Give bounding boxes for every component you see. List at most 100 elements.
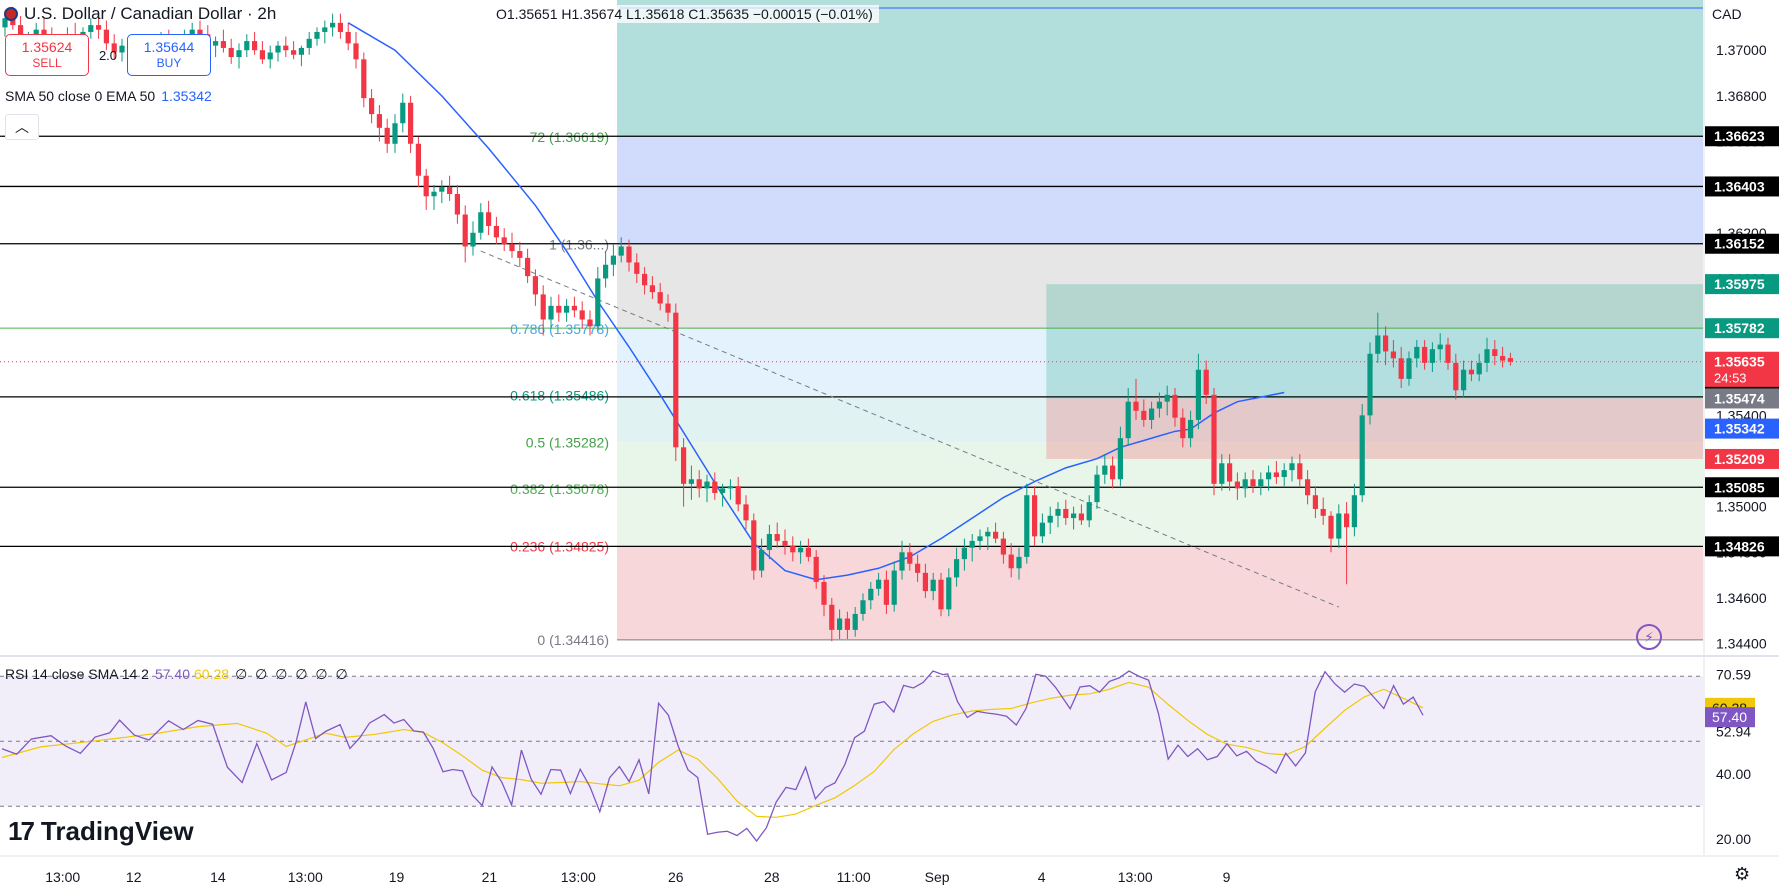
candle-body xyxy=(1476,362,1482,375)
candle-body xyxy=(1102,465,1108,475)
candle-body xyxy=(727,486,733,489)
candle-body xyxy=(1227,463,1233,482)
rsi-tick-label: 52.94 xyxy=(1716,724,1751,740)
candle-body xyxy=(1055,508,1061,516)
price-label-bg xyxy=(1705,477,1779,498)
buy-label: BUY xyxy=(156,56,182,70)
candle-body xyxy=(1078,513,1084,521)
candle-body xyxy=(1125,401,1131,439)
candle-body xyxy=(1461,369,1467,391)
candle-body xyxy=(891,570,897,605)
candle-body xyxy=(759,550,765,571)
time-tick-label: Sep xyxy=(925,869,950,885)
candle-body xyxy=(1484,349,1490,363)
candle-body xyxy=(1398,358,1404,379)
candle-body xyxy=(431,191,437,197)
time-tick-label: 28 xyxy=(764,869,780,885)
candle-body xyxy=(291,50,297,55)
sell-button[interactable]: 1.35624 SELL xyxy=(5,34,89,76)
candle-body xyxy=(977,536,983,541)
rsi-tick-label: 40.00 xyxy=(1716,766,1751,782)
fib-label: 0.382 (1.35078) xyxy=(510,481,609,497)
rsi-value-label: 57.40 xyxy=(1712,709,1747,725)
sma-legend[interactable]: SMA 50 close 0 EMA 50 1.35342 xyxy=(5,88,212,104)
price-label: 1.35085 xyxy=(1714,479,1765,495)
candle-body xyxy=(1383,335,1389,352)
candle-body xyxy=(915,563,921,573)
rsi-legend-placeholders: ∅ ∅ ∅ ∅ ∅ ∅ xyxy=(235,666,350,682)
candle-body xyxy=(88,25,94,32)
candle-body xyxy=(1149,408,1155,420)
candle-body xyxy=(883,579,889,605)
candle-body xyxy=(10,18,16,26)
price-label: 1.36403 xyxy=(1714,178,1765,194)
time-tick-label: 13:00 xyxy=(45,869,80,885)
currency-label[interactable]: CAD xyxy=(1712,6,1742,22)
candle-body xyxy=(1024,495,1030,557)
tradingview-logo[interactable]: 17 TradingView xyxy=(8,816,194,847)
buy-button[interactable]: 1.35644 BUY xyxy=(127,34,211,76)
candle-body xyxy=(1016,556,1022,569)
symbol-title[interactable]: U.S. Dollar / Canadian Dollar · 2h xyxy=(4,4,276,24)
candle-body xyxy=(1008,554,1014,569)
lightning-icon[interactable]: ⚡ xyxy=(1636,624,1662,650)
candle-body xyxy=(579,310,585,320)
candle-body xyxy=(837,618,843,630)
fib-label: 0.786 (1.35778) xyxy=(510,321,609,337)
candle-body xyxy=(1234,481,1240,489)
price-label: 1.34826 xyxy=(1714,538,1765,554)
price-label-bg xyxy=(1705,318,1779,339)
price-axis-bg xyxy=(1704,0,1779,888)
candle-body xyxy=(322,27,328,32)
collapse-legend-button[interactable]: ︿ xyxy=(5,114,39,140)
sma-legend-label: SMA 50 close 0 EMA 50 xyxy=(5,88,156,104)
candle-body xyxy=(1437,344,1443,350)
candle-body xyxy=(330,22,336,28)
candle-body xyxy=(618,246,624,256)
candle-body xyxy=(1133,401,1139,411)
candle-body xyxy=(1320,508,1326,516)
spread-value: 2.0 xyxy=(98,47,118,63)
candle-body xyxy=(501,237,507,245)
tv-logo-icon: 17 xyxy=(8,816,35,846)
candle-body xyxy=(1406,358,1412,379)
candle-body xyxy=(408,102,414,144)
rsi-legend-label: RSI 14 close SMA 14 2 xyxy=(5,666,149,682)
time-tick-label: 12 xyxy=(126,869,142,885)
candle-body xyxy=(1219,463,1225,484)
sell-price: 1.35624 xyxy=(21,39,73,55)
candle-body xyxy=(1032,495,1038,537)
candle-body xyxy=(1047,515,1053,523)
symbol-text: U.S. Dollar / Canadian Dollar · 2h xyxy=(24,4,277,23)
candle-body xyxy=(798,547,804,553)
price-label: 1.35342 xyxy=(1714,421,1765,437)
rsi-legend[interactable]: RSI 14 close SMA 14 2 57.40 60.28 ∅ ∅ ∅ ∅ ∅… xyxy=(5,666,350,683)
gear-icon[interactable]: ⚙ xyxy=(1734,864,1751,884)
candle-body xyxy=(1094,474,1100,503)
rsi-tick-label: 20.00 xyxy=(1716,831,1751,847)
time-tick-label: 13:00 xyxy=(288,869,323,885)
buy-price: 1.35644 xyxy=(143,39,195,55)
time-tick-label: 13:00 xyxy=(1118,869,1153,885)
candle-body xyxy=(1242,479,1248,489)
candle-body xyxy=(766,534,772,551)
rsi-sma-line xyxy=(1,681,1424,818)
candle-body xyxy=(673,312,679,448)
candle-body xyxy=(649,285,655,293)
price-label-bg xyxy=(1705,233,1779,254)
position-loss-zone xyxy=(1046,398,1703,459)
candle-body xyxy=(486,212,492,226)
candle-body xyxy=(688,479,694,484)
candle-body xyxy=(876,579,882,589)
candle-body xyxy=(922,572,928,592)
rsi-legend-value: 57.40 xyxy=(154,666,191,682)
candle-body xyxy=(220,41,226,48)
price-label: 1.35209 xyxy=(1714,451,1765,467)
candle-body xyxy=(275,45,281,53)
price-label-bg xyxy=(1705,388,1779,409)
time-tick-label: 9 xyxy=(1223,869,1231,885)
candle-body xyxy=(267,52,273,60)
candle-body xyxy=(813,556,819,582)
time-tick-label: 11:00 xyxy=(837,869,871,885)
